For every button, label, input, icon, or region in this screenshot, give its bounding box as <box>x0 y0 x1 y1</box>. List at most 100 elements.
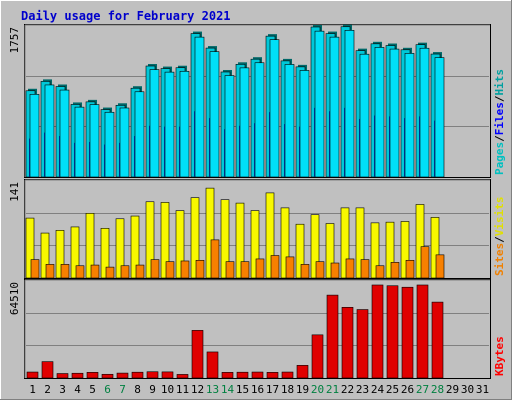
x-tick-day-2: 2 <box>44 383 51 396</box>
bar-sites-day-10 <box>165 261 175 279</box>
x-tick-day-31: 31 <box>476 383 489 396</box>
x-tick-day-20: 20 <box>311 383 324 396</box>
bar-visits-day-6 <box>100 227 110 279</box>
x-tick-day-19: 19 <box>296 383 309 396</box>
bar-kbytes-day-5 <box>86 372 99 379</box>
bar-sites-day-7 <box>120 265 130 279</box>
x-tick-day-21: 21 <box>326 383 339 396</box>
x-tick-day-12: 12 <box>191 383 204 396</box>
bar-pages-day-4 <box>74 106 85 178</box>
x-tick-day-26: 26 <box>401 383 414 396</box>
bar-kbytes-day-22 <box>341 307 354 379</box>
bar-visits-day-20 <box>310 214 320 279</box>
bar-kbytes-day-7 <box>116 372 129 379</box>
bar-pages-day-19 <box>299 70 310 178</box>
x-tick-day-23: 23 <box>356 383 369 396</box>
x-tick-day-18: 18 <box>281 383 294 396</box>
bar-pages-day-9 <box>149 69 160 178</box>
y-max-label: 64510 <box>8 282 21 315</box>
x-tick-day-14: 14 <box>221 383 235 396</box>
x-axis-labels: 1 2 3 4 5 6 7 8 9 10 11 12 13 14 15 16 17 18 19 20 21 22 23 24 2… <box>29 383 489 396</box>
bar-sites-day-24 <box>375 265 385 279</box>
bar-pages-day-1 <box>29 94 40 178</box>
bar-sites-day-15 <box>240 261 250 279</box>
bar-pages-day-15 <box>239 67 250 178</box>
bar-kbytes-day-14 <box>221 372 234 379</box>
bar-pages-day-16 <box>254 62 265 178</box>
bar-pages-day-20 <box>314 30 325 178</box>
series-legend: Sites/Visits <box>493 197 506 277</box>
bar-visits-day-2 <box>40 232 50 279</box>
bar-pages-day-28 <box>434 57 445 178</box>
bar-pages-day-21 <box>329 36 340 178</box>
bar-kbytes-day-16 <box>251 371 264 379</box>
bar-kbytes-day-15 <box>236 371 249 379</box>
bar-sites-day-4 <box>75 265 85 279</box>
bar-kbytes-day-23 <box>356 309 369 379</box>
bar-sites-day-3 <box>60 264 70 279</box>
y-max-label: 1757 <box>8 27 21 54</box>
bar-kbytes-day-12 <box>191 330 204 379</box>
bar-sites-day-28 <box>435 254 445 279</box>
bar-visits-day-26 <box>400 221 410 279</box>
bar-sites-day-22 <box>345 258 355 279</box>
bar-sites-day-23 <box>360 259 370 279</box>
bar-sites-day-17 <box>270 255 280 279</box>
bar-sites-day-19 <box>300 264 310 279</box>
bar-visits-day-12 <box>190 197 200 279</box>
bar-pages-day-3 <box>59 89 70 178</box>
x-tick-day-17: 17 <box>266 383 279 396</box>
x-tick-day-27: 27 <box>416 383 429 396</box>
bar-sites-day-6 <box>105 266 115 279</box>
chart-title: Daily usage for February 2021 <box>21 9 231 23</box>
bar-kbytes-day-6 <box>101 373 114 379</box>
bar-pages-day-13 <box>209 51 220 178</box>
bar-visits-day-10 <box>160 202 170 279</box>
bar-pages-day-7 <box>119 107 130 178</box>
bar-sites-day-25 <box>390 262 400 279</box>
bar-visits-day-4 <box>70 226 80 279</box>
bar-kbytes-day-4 <box>71 372 84 379</box>
bar-pages-day-8 <box>134 91 145 178</box>
bar-visits-day-14 <box>220 199 230 279</box>
x-tick-day-25: 25 <box>386 383 399 396</box>
bar-kbytes-day-20 <box>311 334 324 379</box>
bar-sites-day-26 <box>405 259 415 279</box>
bar-visits-day-28 <box>430 217 440 279</box>
bar-visits-day-15 <box>235 202 245 279</box>
chart-panels: 1757Pages/Files/Hits141Sites/Visits64510… <box>8 24 506 379</box>
bar-sites-day-11 <box>180 260 190 279</box>
bar-pages-day-23 <box>359 53 370 178</box>
bar-sites-day-16 <box>255 258 265 279</box>
bar-sites-day-27 <box>420 246 430 279</box>
bar-sites-day-20 <box>315 261 325 279</box>
bar-kbytes-day-13 <box>206 351 219 379</box>
bar-sites-day-2 <box>45 264 55 279</box>
legend-sites: Sites <box>493 243 506 276</box>
bar-sites-day-9 <box>150 259 160 279</box>
bar-kbytes-day-28 <box>431 301 444 379</box>
bar-kbytes-day-21 <box>326 294 339 379</box>
legend-separator: / <box>493 236 506 243</box>
bar-kbytes-day-1 <box>26 371 39 379</box>
x-tick-day-13: 13 <box>206 383 219 396</box>
bar-visits-day-9 <box>145 201 155 279</box>
bar-visits-day-25 <box>385 221 395 279</box>
bar-visits-day-8 <box>130 215 140 279</box>
bar-kbytes-day-17 <box>266 372 279 379</box>
panel-top: 1757 Pages/Files/Hits <box>8 24 506 178</box>
x-tick-day-10: 10 <box>161 383 174 396</box>
bar-kbytes-day-3 <box>56 373 69 379</box>
bar-visits-day-3 <box>55 230 65 279</box>
bar-kbytes-day-9 <box>146 371 159 379</box>
bar-sites-day-1 <box>30 259 40 279</box>
bar-sites-day-12 <box>195 259 205 279</box>
bar-pages-day-24 <box>374 47 385 178</box>
x-tick-day-11: 11 <box>176 383 189 396</box>
bar-visits-day-24 <box>370 222 380 279</box>
x-tick-day-22: 22 <box>341 383 354 396</box>
series-legend: Pages/Files/Hits <box>493 69 506 175</box>
bar-pages-day-17 <box>269 39 280 178</box>
x-tick-day-7: 7 <box>119 383 126 396</box>
